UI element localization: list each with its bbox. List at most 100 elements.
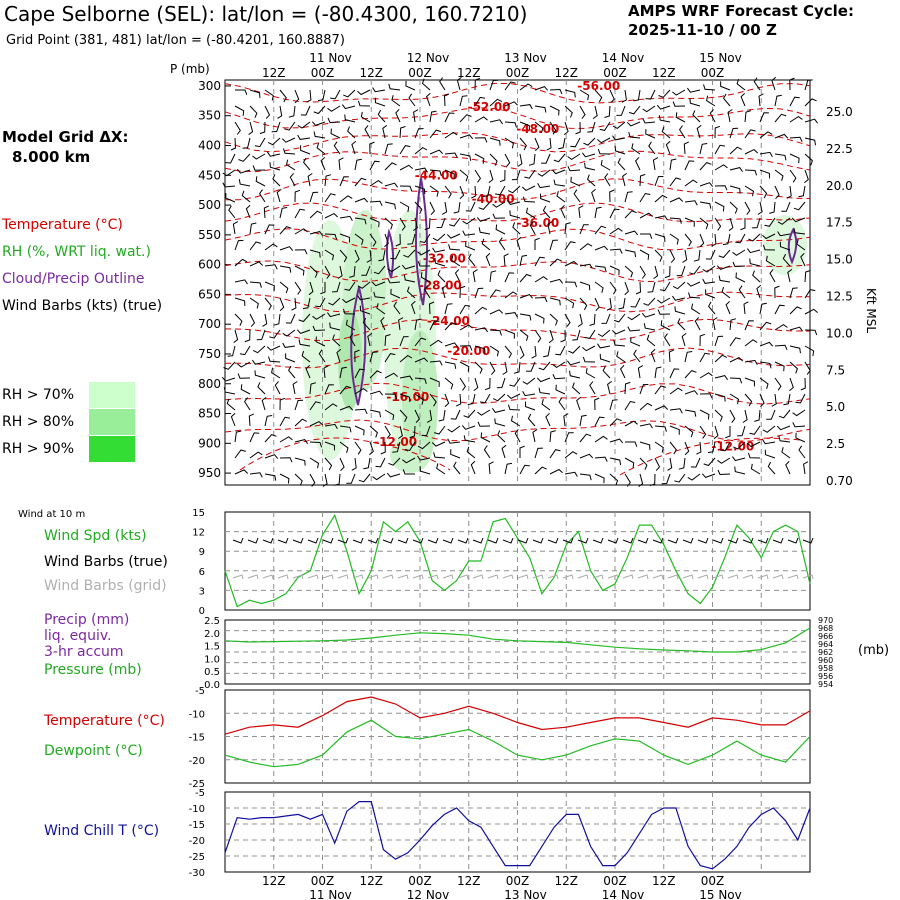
wind-barb — [459, 324, 473, 331]
wind-barb — [612, 135, 626, 141]
wind-panel-title: Wind at 10 m — [18, 509, 86, 520]
wind-barb — [324, 457, 333, 471]
surface-wind-barb — [457, 537, 469, 544]
pressure-y-tick: 956 — [818, 672, 833, 681]
wind-barb — [732, 261, 746, 268]
rh-shade-4 — [338, 310, 362, 410]
wind-barb — [552, 361, 566, 369]
model-grid-value: 8.000 km — [12, 148, 91, 166]
wind-y-tick: 12 — [192, 528, 205, 539]
wind-barb — [744, 377, 755, 387]
wind-barb — [624, 457, 635, 468]
wind-barb — [354, 425, 365, 436]
wind-barb — [279, 265, 292, 273]
precip-label-2: liq. equiv. — [44, 628, 112, 644]
kft-tick-label: 2.5 — [826, 437, 845, 451]
surface-wind-barb — [352, 537, 364, 544]
wind-barb — [804, 308, 818, 315]
wind-barb — [225, 193, 236, 203]
wind-barb — [414, 318, 422, 331]
wind-barb — [225, 153, 236, 164]
wind-barb — [714, 217, 722, 231]
wind-barb — [609, 265, 620, 276]
wind-barb — [649, 473, 656, 487]
wind-barb — [309, 382, 317, 395]
wind-barb — [534, 447, 543, 459]
wind-barb — [729, 201, 738, 214]
wind-barb — [264, 473, 277, 481]
wind-barb — [496, 377, 506, 389]
wind-barb — [384, 409, 395, 420]
wind-barb — [789, 306, 802, 315]
wind-barb — [546, 137, 552, 151]
wind-barb — [789, 169, 797, 183]
wind-barb — [607, 380, 612, 395]
wind-barb — [627, 313, 641, 321]
wind-barb — [528, 153, 536, 166]
wind-barb — [752, 270, 761, 283]
temp-contour-label: -48.00 — [516, 122, 559, 136]
wind-barb — [722, 233, 731, 246]
wind-barb — [326, 312, 341, 318]
surface-wind-barb — [577, 537, 589, 544]
wind-barb — [803, 461, 809, 475]
wind-barb — [542, 205, 551, 219]
kft-tick-label: 20.0 — [826, 179, 853, 193]
wind-barb — [363, 457, 371, 470]
wind-barb — [696, 441, 702, 455]
page-title: Cape Selborne (SEL): lat/lon = (-80.4300… — [4, 2, 528, 26]
wind-barb — [474, 327, 489, 333]
wind-barb — [524, 169, 536, 179]
temp-contour-label: -36.00 — [516, 216, 559, 230]
wind-barb — [654, 366, 662, 379]
wind-barb — [620, 364, 626, 379]
wind-barb — [446, 233, 461, 239]
wind-barb — [309, 401, 321, 411]
wind-barb — [472, 269, 478, 283]
rh-legend-label-90: RH > 90% — [2, 441, 75, 457]
wind-barb — [234, 258, 248, 267]
wind-barb — [337, 265, 343, 279]
wind-barb — [437, 270, 446, 283]
wind-barb — [522, 196, 536, 203]
wind-barb — [701, 473, 716, 478]
wind-barb — [237, 361, 251, 368]
wind-barb — [582, 356, 596, 363]
rh-legend-swatch-90 — [89, 436, 135, 462]
wind-barb — [482, 185, 491, 197]
wind-barb — [283, 148, 296, 155]
wind-barb — [699, 217, 709, 230]
wind-barb — [298, 313, 311, 323]
surface-grid-barb — [442, 574, 454, 580]
top-hour-label: 00Z — [701, 66, 725, 80]
surface-wind-barb — [487, 537, 499, 544]
surface-grid-barb — [697, 574, 709, 580]
wind-barb — [729, 127, 739, 139]
wind-barb — [707, 301, 716, 315]
wind-barb — [592, 105, 598, 120]
wind-barb — [594, 416, 605, 427]
surface-grid-barb — [652, 574, 664, 580]
wind-barb — [287, 365, 296, 379]
wind-barb — [689, 265, 701, 275]
wind-barb — [429, 169, 442, 177]
wind-barb — [506, 200, 521, 205]
wind-barb — [429, 339, 443, 347]
wind-barb — [639, 402, 653, 411]
wind-barb — [585, 368, 596, 379]
wind-barb — [702, 265, 716, 273]
model-grid-label: Model Grid ΔX: — [2, 128, 129, 146]
wind-barb — [656, 104, 671, 110]
kft-tick-label: 15.0 — [826, 253, 853, 267]
wind-barb — [638, 473, 644, 488]
wind-barb — [399, 145, 411, 155]
wind-barb — [549, 313, 558, 326]
wind-barb — [771, 76, 777, 91]
wind-barb — [552, 373, 566, 380]
p-tick-label: 750 — [198, 347, 221, 361]
wind-barb — [234, 240, 244, 251]
wind-barb — [613, 313, 626, 323]
wind-y-tick: 6 — [199, 567, 205, 578]
wind-barb — [485, 252, 491, 267]
wind-barb — [257, 382, 266, 395]
